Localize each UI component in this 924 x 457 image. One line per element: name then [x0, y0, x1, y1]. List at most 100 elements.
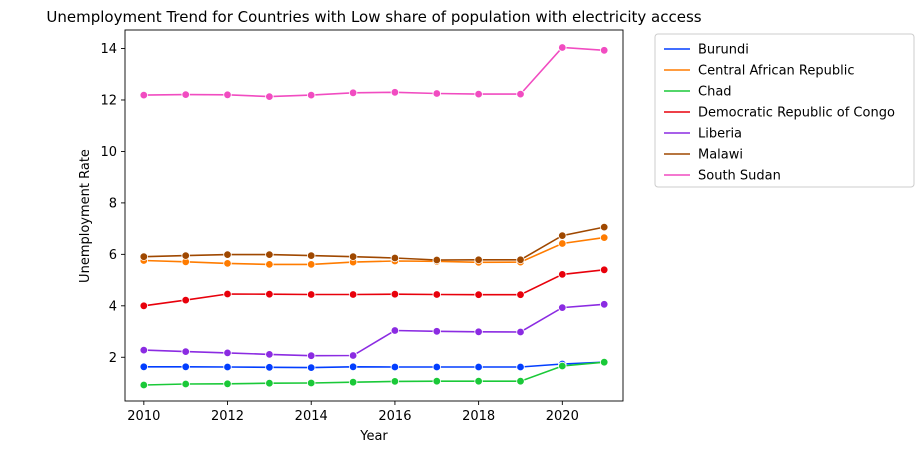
series-point-3-2 — [223, 289, 232, 299]
series-line-4 — [143, 303, 605, 357]
series-point-3-4 — [307, 290, 316, 299]
series-line-6 — [143, 46, 605, 98]
series-point-2-1 — [181, 379, 190, 389]
series-point-0-8 — [474, 362, 483, 372]
plot-frame — [124, 29, 624, 402]
series-point-3-7 — [432, 290, 441, 299]
series-point-0-2 — [223, 362, 232, 372]
series-point-1-11 — [600, 233, 609, 242]
plot-area: 2010 2012 2014 2016 2018 2020 2 4 6 8 10 12 14 — [100, 29, 624, 424]
series-point-4-5 — [348, 351, 358, 360]
series-line-3 — [143, 269, 605, 307]
legend-label-3: Democratic Republic of Congo — [698, 106, 895, 121]
chart-title: Unemployment Trend for Countries with Lo… — [46, 8, 701, 26]
series-point-0-7 — [432, 362, 441, 372]
series-point-1-10 — [558, 239, 567, 248]
series-point-5-3 — [265, 250, 274, 259]
x-tick-label-4: 2018 — [462, 409, 495, 424]
series-point-0-5 — [348, 362, 358, 371]
series-point-4-3 — [265, 350, 274, 359]
series-point-6-9 — [516, 89, 525, 99]
y-tick-label-2: 6 — [109, 248, 117, 263]
series-point-6-7 — [432, 89, 441, 98]
series-point-6-5 — [348, 88, 358, 97]
series-line-5 — [143, 226, 605, 261]
series-point-5-6 — [390, 253, 400, 263]
series-point-5-2 — [223, 250, 232, 259]
series-point-3-9 — [516, 290, 525, 299]
series-point-5-10 — [558, 231, 567, 240]
series-point-0-1 — [181, 362, 190, 371]
series-point-2-6 — [390, 377, 400, 386]
legend-label-4: Liberia — [698, 127, 742, 142]
series-point-5-9 — [516, 255, 525, 264]
series-point-2-4 — [307, 378, 316, 388]
legend-label-1: Central African Republic — [698, 64, 854, 79]
x-axis-label: Year — [359, 429, 388, 444]
series-point-3-3 — [265, 290, 274, 299]
x-tick-label-2: 2014 — [295, 409, 328, 424]
x-tick-label-5: 2020 — [546, 409, 579, 424]
legend-label-5: Malawi — [698, 148, 743, 163]
x-tick-label-0: 2010 — [127, 409, 160, 424]
series-point-2-8 — [474, 377, 483, 386]
series-point-0-6 — [390, 362, 400, 372]
series-point-5-4 — [307, 251, 316, 260]
series-point-1-3 — [265, 260, 274, 269]
series-point-6-8 — [474, 89, 483, 99]
series-point-4-1 — [181, 347, 190, 356]
y-axis-label: Unemployment Rate — [78, 149, 93, 283]
y-tick-label-3: 8 — [109, 196, 117, 211]
y-tick-label-0: 2 — [109, 351, 117, 366]
series-point-4-7 — [432, 327, 441, 336]
series-point-2-2 — [223, 379, 232, 388]
series-point-2-10 — [558, 361, 567, 371]
series-point-0-0 — [139, 362, 148, 371]
series-point-4-4 — [307, 351, 316, 360]
x-tick-label-3: 2016 — [378, 409, 411, 424]
series-point-5-11 — [600, 222, 609, 232]
series-point-2-3 — [265, 379, 274, 388]
y-tick-label-4: 10 — [100, 145, 117, 160]
legend-label-0: Burundi — [698, 43, 749, 58]
series-point-3-10 — [558, 270, 567, 279]
series-point-2-7 — [432, 377, 441, 386]
series-point-3-11 — [600, 265, 609, 274]
series-line-2 — [143, 361, 605, 386]
series-point-5-8 — [474, 255, 483, 264]
legend-label-6: South Sudan — [698, 169, 781, 184]
series-point-4-6 — [390, 326, 400, 335]
series-point-4-10 — [558, 303, 567, 312]
series-point-3-0 — [139, 301, 148, 310]
series-point-6-2 — [223, 90, 232, 99]
series-point-6-1 — [181, 90, 190, 99]
series-point-6-10 — [558, 43, 567, 52]
series-point-4-9 — [516, 327, 525, 337]
series-point-5-1 — [181, 251, 190, 260]
y-tick-label-6: 14 — [100, 42, 117, 57]
series-point-5-7 — [432, 255, 441, 265]
series-point-2-0 — [139, 380, 148, 390]
series-point-0-3 — [265, 363, 274, 372]
series-line-1 — [143, 236, 605, 266]
series-point-6-6 — [390, 88, 400, 97]
y-tick-label-1: 4 — [109, 299, 117, 314]
series-point-1-4 — [307, 260, 316, 269]
series-point-0-9 — [516, 362, 525, 372]
series-point-3-8 — [474, 290, 483, 299]
series-point-5-0 — [139, 252, 148, 261]
series-point-3-1 — [181, 295, 190, 305]
series-point-4-0 — [139, 345, 148, 355]
x-tick-label-1: 2012 — [211, 409, 244, 424]
legend: Burundi Central African Republic Chad Democ… — [654, 33, 915, 188]
series-point-6-0 — [139, 90, 148, 100]
series-point-1-2 — [223, 259, 232, 268]
series-point-0-4 — [307, 363, 316, 372]
series-point-6-11 — [600, 46, 609, 55]
series-point-2-11 — [600, 358, 609, 367]
series-point-6-4 — [307, 90, 316, 100]
series-point-2-9 — [516, 377, 525, 386]
series-point-3-5 — [348, 290, 358, 299]
